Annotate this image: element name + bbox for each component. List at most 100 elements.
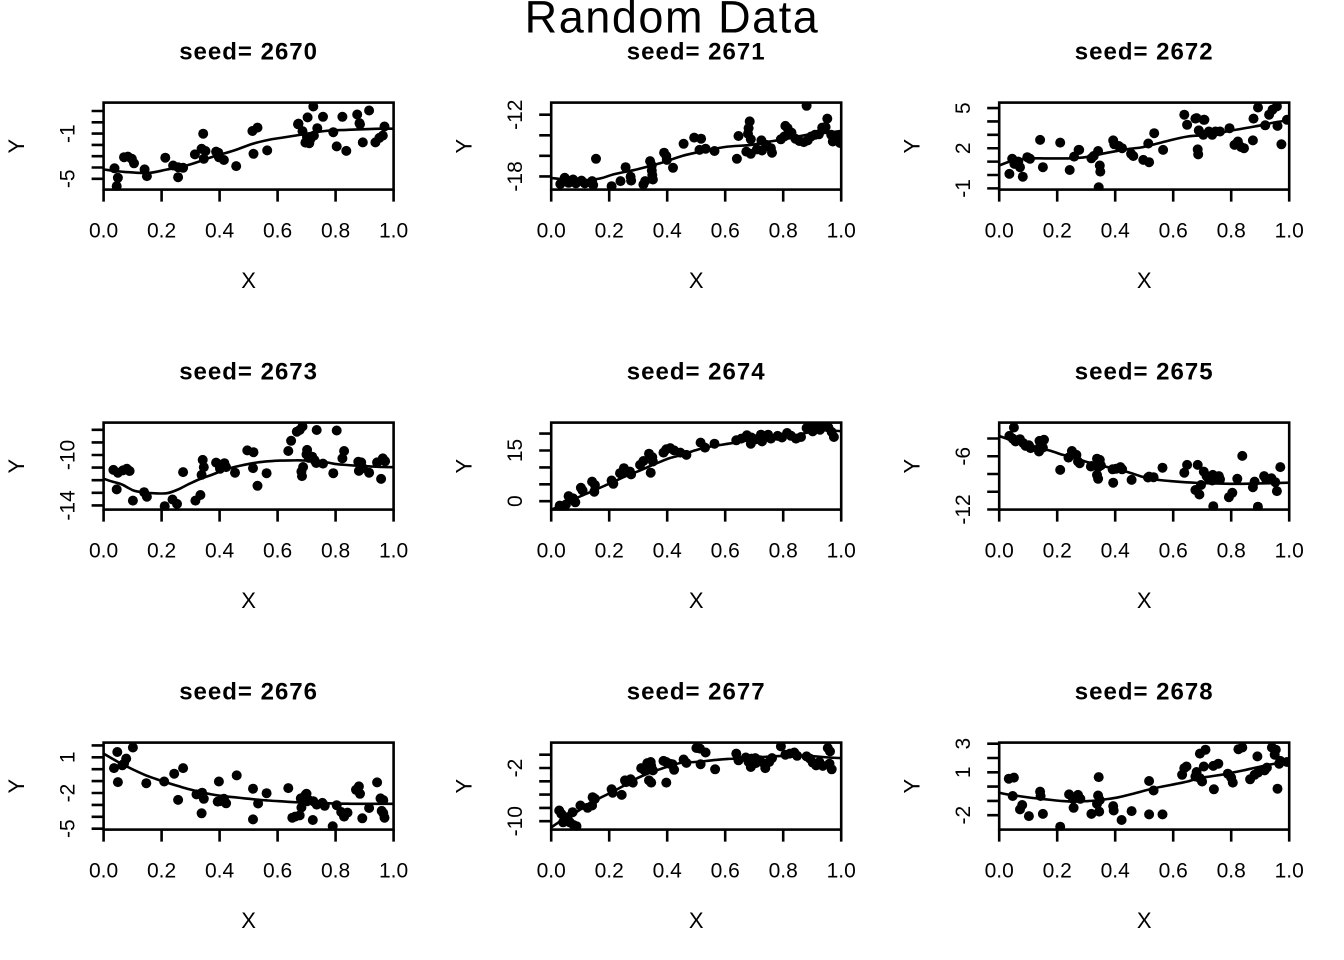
- svg-text:-6: -6: [952, 447, 975, 466]
- svg-text:0.6: 0.6: [1159, 859, 1188, 882]
- svg-text:0.2: 0.2: [595, 539, 624, 562]
- svg-text:-5: -5: [57, 169, 80, 188]
- svg-text:0.6: 0.6: [263, 859, 292, 882]
- svg-text:0.2: 0.2: [1043, 219, 1072, 242]
- svg-text:Y: Y: [452, 458, 477, 473]
- svg-text:0.0: 0.0: [89, 859, 118, 882]
- svg-text:1: 1: [57, 751, 80, 763]
- svg-text:seed= 2678: seed= 2678: [1075, 679, 1214, 706]
- svg-text:Y: Y: [900, 778, 925, 793]
- svg-text:X: X: [241, 588, 256, 613]
- svg-text:-2: -2: [57, 784, 80, 803]
- svg-text:0.4: 0.4: [205, 539, 235, 562]
- svg-text:X: X: [689, 268, 704, 293]
- svg-text:1.0: 1.0: [379, 539, 408, 562]
- svg-text:seed= 2674: seed= 2674: [627, 359, 766, 386]
- svg-text:0.6: 0.6: [263, 539, 292, 562]
- svg-text:3: 3: [952, 738, 975, 750]
- svg-text:-2: -2: [952, 806, 975, 825]
- svg-text:1: 1: [952, 766, 975, 778]
- svg-text:Y: Y: [900, 138, 925, 153]
- svg-text:-14: -14: [57, 490, 80, 521]
- svg-text:X: X: [241, 908, 256, 933]
- svg-text:0.2: 0.2: [147, 539, 176, 562]
- svg-text:0.2: 0.2: [147, 219, 176, 242]
- svg-text:1.0: 1.0: [379, 219, 408, 242]
- svg-text:1.0: 1.0: [1275, 859, 1304, 882]
- svg-text:0.0: 0.0: [537, 219, 566, 242]
- svg-text:0.8: 0.8: [769, 219, 798, 242]
- svg-text:0.0: 0.0: [985, 219, 1014, 242]
- svg-text:0.0: 0.0: [537, 859, 566, 882]
- svg-text:Y: Y: [452, 138, 477, 153]
- svg-text:-2: -2: [504, 759, 527, 778]
- svg-text:seed= 2671: seed= 2671: [627, 39, 766, 66]
- svg-text:X: X: [1137, 908, 1152, 933]
- svg-text:0.8: 0.8: [1217, 539, 1246, 562]
- svg-text:0.4: 0.4: [653, 219, 683, 242]
- svg-text:X: X: [1137, 268, 1152, 293]
- svg-text:0.4: 0.4: [205, 859, 235, 882]
- svg-text:1.0: 1.0: [827, 539, 856, 562]
- svg-text:1.0: 1.0: [1275, 539, 1304, 562]
- svg-text:seed= 2676: seed= 2676: [179, 679, 318, 706]
- svg-text:1.0: 1.0: [1275, 219, 1304, 242]
- svg-text:X: X: [1137, 588, 1152, 613]
- svg-text:-10: -10: [504, 806, 527, 836]
- svg-text:2: 2: [952, 142, 975, 154]
- svg-text:0.0: 0.0: [89, 539, 118, 562]
- svg-text:0.8: 0.8: [321, 219, 350, 242]
- svg-text:0.4: 0.4: [1101, 859, 1131, 882]
- svg-text:-18: -18: [504, 161, 527, 191]
- svg-text:0.0: 0.0: [985, 859, 1014, 882]
- svg-text:0.6: 0.6: [1159, 219, 1188, 242]
- svg-text:0.0: 0.0: [89, 219, 118, 242]
- svg-text:Random Data: Random Data: [525, 0, 820, 43]
- svg-text:15: 15: [504, 439, 527, 462]
- svg-text:0.2: 0.2: [595, 219, 624, 242]
- svg-text:0.6: 0.6: [1159, 539, 1188, 562]
- svg-text:0.8: 0.8: [769, 539, 798, 562]
- svg-text:0.2: 0.2: [147, 859, 176, 882]
- svg-text:seed= 2677: seed= 2677: [627, 679, 766, 706]
- svg-text:Y: Y: [4, 778, 29, 793]
- svg-text:0.6: 0.6: [263, 219, 292, 242]
- svg-text:-10: -10: [57, 440, 80, 470]
- svg-text:0.6: 0.6: [711, 539, 740, 562]
- svg-text:0.4: 0.4: [1101, 539, 1131, 562]
- svg-text:-12: -12: [952, 494, 975, 524]
- svg-text:0.8: 0.8: [1217, 859, 1246, 882]
- svg-text:0.0: 0.0: [985, 539, 1014, 562]
- svg-text:0.6: 0.6: [711, 219, 740, 242]
- svg-text:seed= 2672: seed= 2672: [1075, 39, 1214, 66]
- svg-text:0.8: 0.8: [769, 859, 798, 882]
- svg-text:0.4: 0.4: [653, 859, 683, 882]
- svg-text:5: 5: [952, 102, 975, 114]
- svg-text:0.0: 0.0: [537, 539, 566, 562]
- svg-text:seed= 2670: seed= 2670: [179, 39, 318, 66]
- svg-text:0.4: 0.4: [1101, 219, 1131, 242]
- svg-text:0.2: 0.2: [1043, 859, 1072, 882]
- svg-text:X: X: [689, 908, 704, 933]
- svg-text:Y: Y: [4, 458, 29, 473]
- svg-text:0.8: 0.8: [321, 859, 350, 882]
- svg-text:Y: Y: [900, 458, 925, 473]
- svg-text:0.8: 0.8: [1217, 219, 1246, 242]
- svg-text:-5: -5: [57, 819, 80, 838]
- svg-text:seed= 2673: seed= 2673: [179, 359, 318, 386]
- svg-text:Y: Y: [452, 778, 477, 793]
- svg-text:X: X: [689, 588, 704, 613]
- svg-text:0.2: 0.2: [1043, 539, 1072, 562]
- svg-text:1.0: 1.0: [827, 859, 856, 882]
- svg-text:0: 0: [504, 495, 527, 507]
- svg-text:-12: -12: [504, 100, 527, 130]
- svg-text:X: X: [241, 268, 256, 293]
- svg-text:-1: -1: [57, 124, 80, 143]
- svg-text:1.0: 1.0: [379, 859, 408, 882]
- svg-text:0.4: 0.4: [205, 219, 235, 242]
- svg-text:1.0: 1.0: [827, 219, 856, 242]
- svg-text:0.8: 0.8: [321, 539, 350, 562]
- svg-text:seed= 2675: seed= 2675: [1075, 359, 1214, 386]
- svg-text:0.2: 0.2: [595, 859, 624, 882]
- svg-text:Y: Y: [4, 138, 29, 153]
